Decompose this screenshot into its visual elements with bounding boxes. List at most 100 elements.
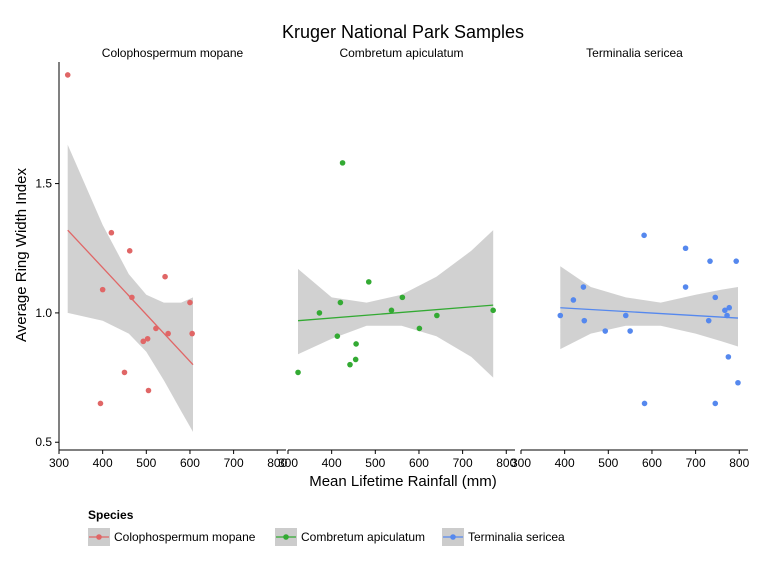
data-point	[399, 294, 406, 301]
facet-strip-label: Terminalia sericea	[586, 46, 683, 60]
data-point	[189, 330, 195, 337]
legend-key-point	[96, 534, 102, 540]
x-tick-label: 700	[453, 456, 473, 470]
data-point	[581, 317, 588, 324]
confidence-band	[560, 266, 738, 350]
legend-key-point	[450, 534, 456, 540]
data-point	[347, 361, 353, 368]
regression-line	[560, 307, 738, 319]
x-tick-label: 800	[496, 456, 516, 470]
legend-entry: Terminalia sericea	[442, 528, 565, 546]
x-tick-label: 700	[224, 456, 244, 470]
data-point	[121, 369, 128, 376]
data-point	[712, 294, 719, 301]
y-axis-label: Average Ring Width Index	[13, 168, 30, 342]
data-point	[733, 258, 740, 264]
data-point	[129, 294, 135, 301]
data-point	[724, 312, 730, 319]
x-axis-label: Mean Lifetime Rainfall (mm)	[309, 473, 497, 490]
data-point	[353, 341, 359, 347]
data-point	[434, 312, 440, 319]
data-point	[99, 286, 106, 293]
x-tick-label: 600	[409, 456, 429, 470]
chart-title: Kruger National Park Samples	[282, 22, 524, 42]
data-point	[153, 325, 159, 332]
data-point	[641, 400, 648, 407]
data-point	[126, 248, 133, 254]
legend-title: Species	[88, 508, 134, 522]
legend-key-point	[283, 534, 289, 540]
x-tick-label: 700	[686, 456, 706, 470]
data-point	[735, 379, 741, 386]
confidence-band	[298, 230, 494, 378]
data-point	[705, 317, 712, 324]
data-point	[295, 369, 301, 376]
legend-label: Colophospermum mopane	[114, 530, 256, 544]
data-point	[64, 72, 71, 78]
x-tick-label: 400	[555, 456, 575, 470]
x-tick-label: 300	[49, 456, 69, 470]
data-point	[365, 279, 372, 285]
legend-label: Terminalia sericea	[468, 530, 565, 544]
data-point	[108, 229, 115, 236]
data-point	[145, 387, 152, 394]
data-point	[490, 307, 496, 314]
y-tick-label: 1.5	[35, 177, 52, 191]
y-tick-label: 0.5	[35, 435, 52, 449]
legend-entry: Combretum apiculatum	[275, 528, 425, 546]
legend: Species Colophospermum mopane Combretum a…	[88, 508, 565, 546]
x-tick-label: 300	[511, 456, 531, 470]
data-point	[334, 333, 341, 339]
x-tick-label: 400	[322, 456, 342, 470]
data-point	[570, 297, 577, 303]
x-tick-label: 300	[278, 456, 298, 470]
data-point	[97, 400, 104, 407]
data-point	[722, 307, 728, 314]
data-point	[682, 245, 689, 252]
x-tick-label: 400	[93, 456, 113, 470]
data-point	[337, 299, 344, 306]
x-tick-label: 800	[267, 456, 287, 470]
data-point	[726, 304, 733, 311]
data-point	[682, 284, 689, 290]
legend-label: Combretum apiculatum	[301, 530, 425, 544]
data-point	[725, 354, 732, 360]
facet-panel-colophospermum-mopane: Colophospermum mopane 300 400 500 600 700 800	[49, 46, 288, 470]
data-point	[557, 312, 564, 319]
confidence-band	[67, 144, 193, 432]
facet-panel-combretum-apiculatum: Combretum apiculatum 300 400 500 600 700 800	[278, 46, 517, 470]
x-tick-label: 800	[729, 456, 749, 470]
data-point	[144, 335, 151, 342]
data-point	[712, 400, 719, 407]
y-tick-label: 1.0	[35, 306, 52, 320]
data-point	[627, 328, 633, 334]
y-axis: 0.5 1.0 1.5	[35, 62, 60, 450]
data-point	[316, 310, 323, 316]
data-point	[580, 284, 587, 290]
data-point	[622, 312, 629, 319]
data-point	[388, 307, 395, 314]
data-point	[707, 258, 713, 264]
facet-panel-terminalia-sericea: Terminalia sericea 300 400 500 600 700 800	[511, 46, 750, 470]
data-point	[339, 160, 346, 166]
regression-line	[297, 304, 494, 322]
data-point	[641, 232, 647, 239]
x-tick-label: 500	[136, 456, 156, 470]
data-point	[187, 299, 193, 306]
data-point	[162, 273, 168, 280]
facet-strip-label: Combretum apiculatum	[339, 46, 463, 60]
x-tick-label: 600	[180, 456, 200, 470]
x-tick-label: 600	[642, 456, 662, 470]
x-tick-label: 500	[598, 456, 618, 470]
facet-strip-label: Colophospermum mopane	[102, 46, 244, 60]
legend-entry: Colophospermum mopane	[88, 528, 256, 546]
data-point	[140, 338, 147, 345]
data-point	[352, 356, 359, 363]
data-point	[416, 325, 423, 332]
data-point	[602, 328, 609, 334]
x-tick-label: 500	[365, 456, 385, 470]
data-point	[165, 330, 171, 337]
